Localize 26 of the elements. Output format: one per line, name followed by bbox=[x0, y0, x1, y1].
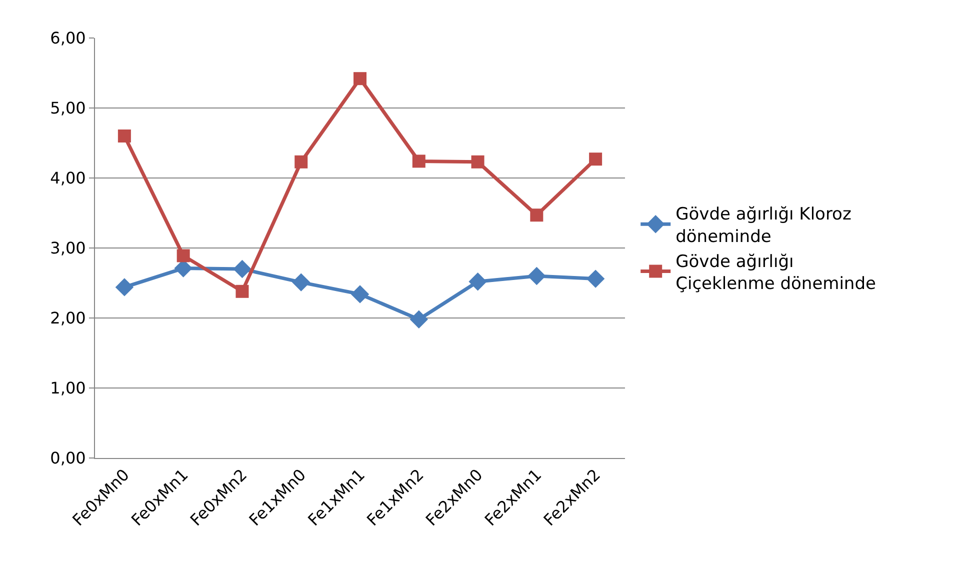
point bbox=[471, 155, 484, 168]
y-tick-label: 1,00 bbox=[50, 378, 86, 398]
legend-label: Gövde ağırlığı Kloroz döneminde bbox=[676, 204, 852, 247]
point bbox=[236, 284, 249, 298]
point bbox=[292, 273, 310, 292]
point bbox=[586, 270, 605, 288]
y-tick-label: 5,00 bbox=[50, 98, 86, 118]
point bbox=[176, 249, 190, 262]
point bbox=[530, 208, 544, 222]
point bbox=[354, 72, 366, 86]
point bbox=[294, 155, 308, 168]
point bbox=[350, 285, 370, 304]
point bbox=[115, 278, 134, 296]
y-tick-label: 2,00 bbox=[50, 308, 86, 328]
point bbox=[412, 154, 426, 168]
point bbox=[410, 310, 428, 328]
point bbox=[118, 130, 131, 142]
y-tick-label: 3,00 bbox=[50, 238, 86, 258]
y-tick-label: 4,00 bbox=[50, 168, 86, 188]
point bbox=[528, 266, 546, 286]
point bbox=[589, 152, 602, 166]
y-tick-label: 6,00 bbox=[50, 28, 86, 48]
y-tick-label: 0,00 bbox=[50, 448, 86, 468]
point bbox=[233, 260, 252, 278]
point bbox=[468, 272, 487, 291]
legend-label: Gövde ağırlığı Çiçeklenme döneminde bbox=[676, 252, 876, 294]
